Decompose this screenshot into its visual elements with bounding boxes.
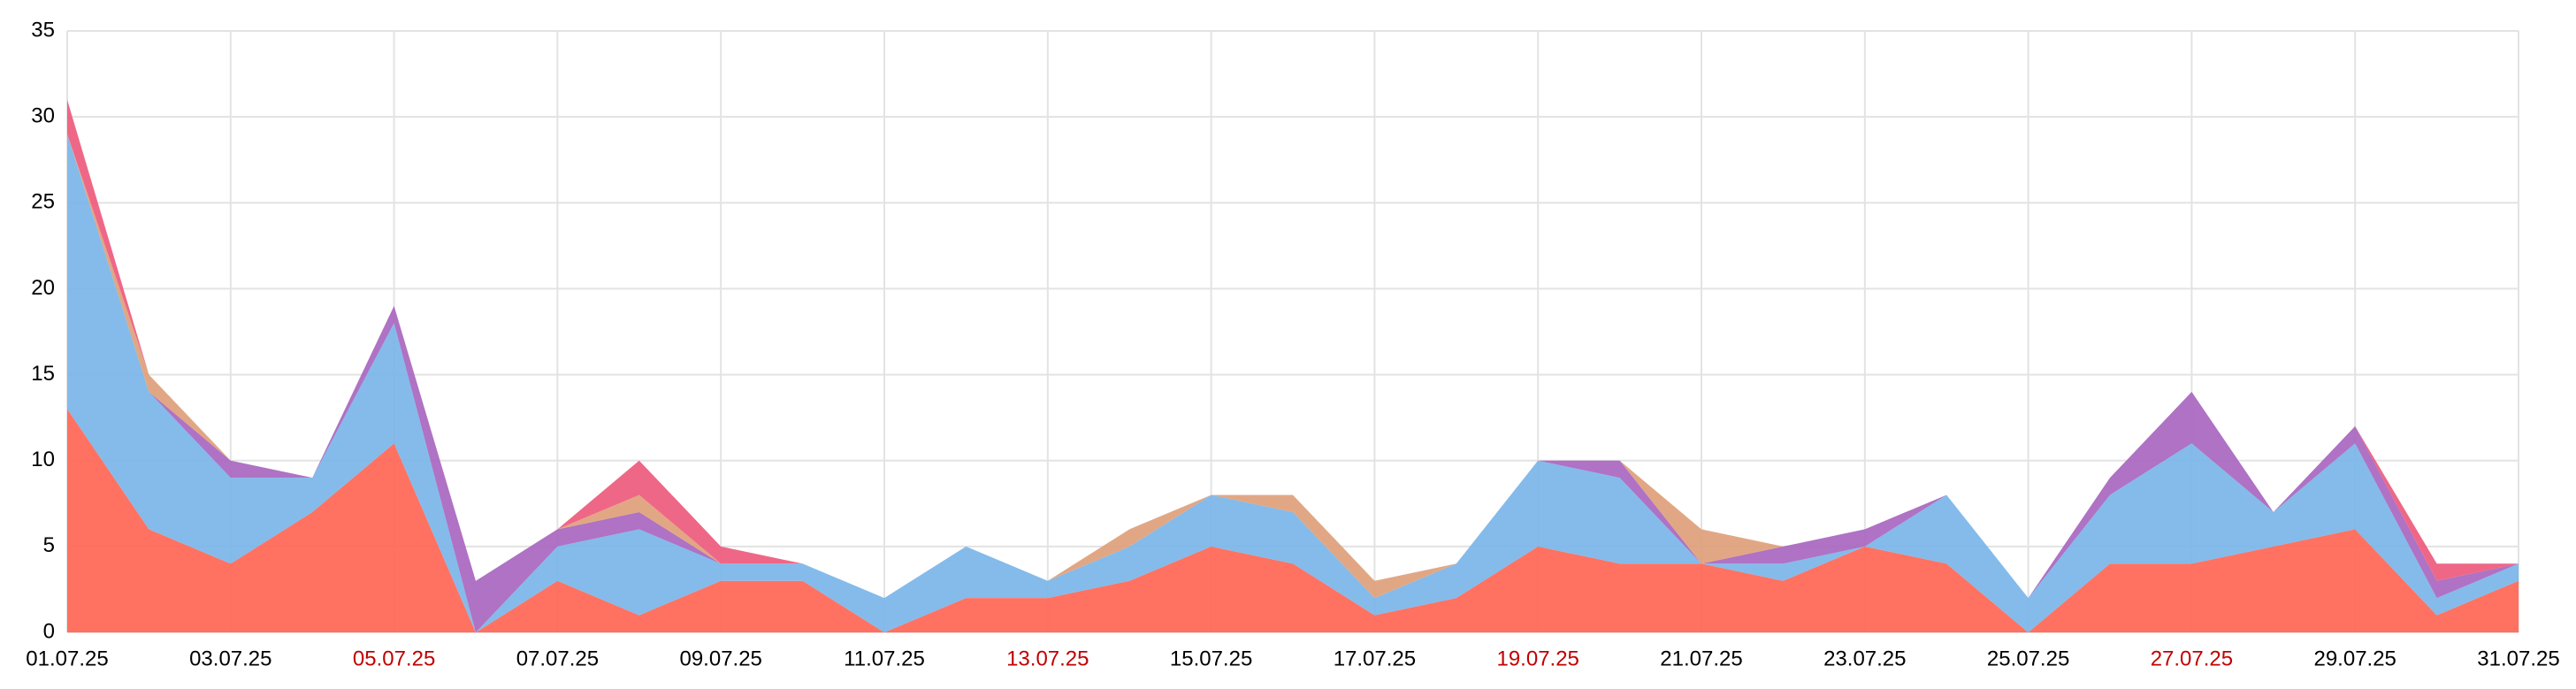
area (67, 134, 2519, 599)
x-tick-label: 17.07.25 (1334, 647, 1416, 670)
y-tick-label: 35 (31, 18, 55, 42)
x-tick-label: 19.07.25 (1496, 647, 1578, 670)
x-tick-label: 29.07.25 (2313, 647, 2396, 670)
x-tick-label: 01.07.25 (26, 647, 108, 670)
x-tick-label: 25.07.25 (1987, 647, 2069, 670)
x-tick-label: 05.07.25 (353, 647, 435, 670)
y-tick-label: 5 (43, 533, 55, 557)
x-tick-label: 07.07.25 (516, 647, 599, 670)
x-tick-label: 31.07.25 (2477, 647, 2559, 670)
y-tick-label: 10 (31, 448, 55, 471)
x-tick-label: 15.07.25 (1170, 647, 1252, 670)
x-tick-label: 13.07.25 (1006, 647, 1089, 670)
y-tick-label: 15 (31, 362, 55, 386)
y-tick-label: 30 (31, 103, 55, 127)
x-tick-label: 03.07.25 (189, 647, 271, 670)
x-tick-label: 21.07.25 (1660, 647, 1742, 670)
x-tick-label: 23.07.25 (1823, 647, 1906, 670)
y-tick-label: 25 (31, 190, 55, 214)
x-tick-label: 09.07.25 (679, 647, 761, 670)
y-tick-label: 0 (43, 619, 55, 643)
y-tick-label: 20 (31, 276, 55, 300)
x-tick-label: 11.07.25 (844, 647, 925, 670)
x-tick-label: 27.07.25 (2151, 647, 2233, 670)
area (67, 409, 2519, 632)
area (67, 134, 2519, 633)
